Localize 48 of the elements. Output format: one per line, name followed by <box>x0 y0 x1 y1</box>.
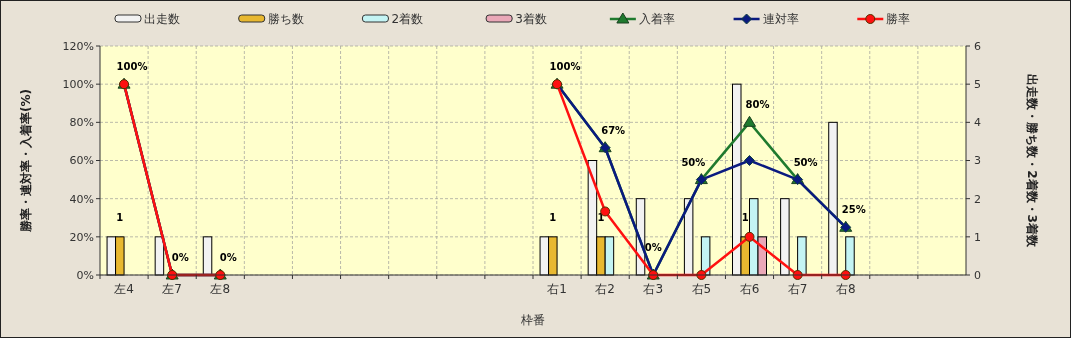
data-label: 50% <box>681 156 706 168</box>
y-tick-label: 120% <box>62 39 94 53</box>
legend-label: 3着数 <box>515 12 547 27</box>
y2-tick-label: 3 <box>974 154 981 168</box>
data-label: 100% <box>549 61 581 73</box>
y2-tick-label: 0 <box>974 268 981 282</box>
x-tick-label: 左8 <box>210 282 231 296</box>
legend-label: 出走数 <box>144 12 180 27</box>
y-tick-label: 80% <box>69 116 94 130</box>
y-tick-label: 0% <box>76 268 94 282</box>
x-tick-label: 左4 <box>114 282 134 296</box>
x-tick-label: 右3 <box>643 282 664 296</box>
y2-tick-label: 1 <box>974 230 981 244</box>
data-label: 80% <box>745 99 770 111</box>
y2-tick-label: 6 <box>974 39 981 53</box>
y-axis-title: 勝率・連対率・入着率(%) <box>19 89 33 233</box>
legend-label: 2着数 <box>391 12 424 27</box>
y2-axis-title: 出走数・勝ち数・2着数・3着数 <box>1025 74 1039 248</box>
legend-label: 入着率 <box>638 12 675 27</box>
y-tick-label: 40% <box>69 192 94 206</box>
legend-label: 勝ち数 <box>267 12 304 27</box>
data-label: 67% <box>601 124 626 136</box>
y2-tick-label: 2 <box>974 192 981 206</box>
x-tick-label: 右7 <box>787 282 808 296</box>
y2-tick-label: 4 <box>974 116 981 130</box>
data-label: 0% <box>171 252 189 263</box>
data-label: 1 <box>549 211 557 223</box>
x-axis-title: 枠番 <box>520 313 545 327</box>
data-label: 1 <box>741 211 749 223</box>
x-tick-label: 左7 <box>162 282 182 296</box>
y-tick-label: 60% <box>69 154 94 168</box>
data-label: 0% <box>219 252 237 263</box>
y-tick-label: 100% <box>62 78 94 92</box>
data-label: 50% <box>793 156 818 168</box>
x-tick-label: 右2 <box>595 282 615 296</box>
legend-label: 連対率 <box>762 12 799 27</box>
data-label: 25% <box>841 204 866 216</box>
y-tick-label: 20% <box>69 230 94 244</box>
data-label: 0% <box>644 242 662 253</box>
legend-label: 勝率 <box>886 12 911 27</box>
x-tick-label: 右1 <box>547 282 567 296</box>
y2-tick-label: 5 <box>974 78 981 92</box>
x-tick-label: 右6 <box>739 282 760 296</box>
x-tick-label: 右5 <box>691 282 712 296</box>
data-label: 1 <box>116 211 124 223</box>
data-label: 100% <box>116 61 148 73</box>
x-tick-label: 右8 <box>835 282 856 296</box>
data-label: 1 <box>597 211 605 223</box>
